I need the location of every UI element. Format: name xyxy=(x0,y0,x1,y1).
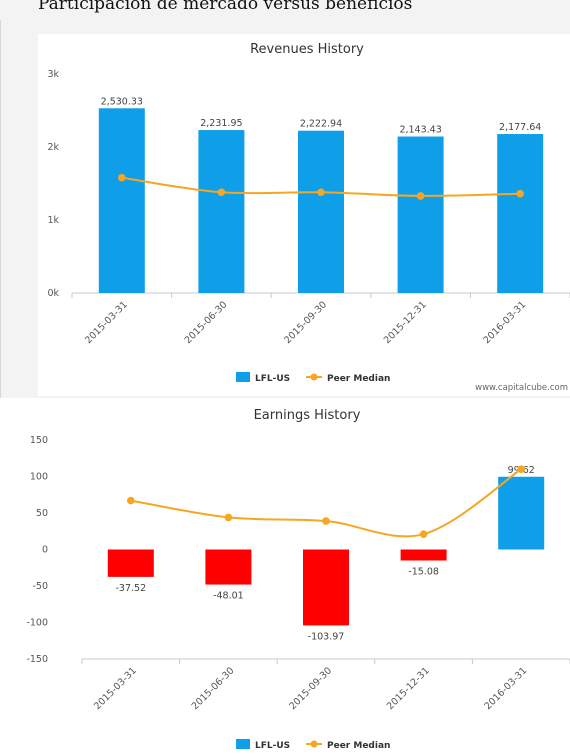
x-category-label: 2015-09-30 xyxy=(287,665,334,712)
legend-swatch-point xyxy=(310,373,318,381)
bar xyxy=(303,549,349,626)
peer-median-point xyxy=(517,465,525,473)
bar xyxy=(198,130,245,293)
peer-median-point xyxy=(317,188,325,197)
page-divider xyxy=(0,20,1,400)
chart-title: Earnings History xyxy=(254,408,361,423)
earnings-chart: Earnings History -150 -100 -50 0 50 100 150 -37.… xyxy=(26,408,570,751)
x-category-label: 2016-03-31 xyxy=(481,299,528,346)
x-category-label: 2015-12-31 xyxy=(382,299,429,346)
y-tick-label: -100 xyxy=(26,618,48,629)
peer-median-point xyxy=(217,188,226,197)
data-label: 2,143.43 xyxy=(399,125,441,136)
x-category-label: 2016-03-31 xyxy=(482,665,529,712)
y-tick-label: 2k xyxy=(47,142,59,153)
legend-label: LFL-US xyxy=(255,374,290,384)
earnings-chart-panel: Earnings History -150 -100 -50 0 50 100 150 -37.… xyxy=(0,398,570,754)
x-category-label: 2015-09-30 xyxy=(282,299,329,346)
y-tick-label: 1k xyxy=(47,215,59,226)
peer-median-point xyxy=(118,173,126,182)
bar xyxy=(205,549,252,585)
legend-label: Peer Median xyxy=(327,741,390,751)
legend-label: LFL-US xyxy=(255,741,290,751)
revenues-chart: Revenues History 0k 1k 2k 3k 2,530.33 2,231.95… xyxy=(47,42,570,393)
data-label: 2,530.33 xyxy=(101,96,143,107)
x-category-label: 2015-06-30 xyxy=(190,665,237,712)
x-category-label: 2015-03-31 xyxy=(92,665,139,712)
legend-swatch-point xyxy=(310,740,318,748)
data-label: -37.52 xyxy=(115,583,146,594)
data-label: -103.97 xyxy=(308,631,345,642)
data-label: 2,177.64 xyxy=(499,122,541,133)
data-label: -48.01 xyxy=(213,591,244,602)
credit-text: www.capitalcube.com xyxy=(475,383,568,393)
y-tick-label: 0 xyxy=(42,545,48,556)
data-label: 2,222.94 xyxy=(300,119,342,130)
y-tick-label: 3k xyxy=(47,69,59,80)
x-category-label: 2015-12-31 xyxy=(385,665,432,712)
y-tick-label: 0k xyxy=(47,288,59,299)
revenues-chart-panel: Revenues History 0k 1k 2k 3k 2,530.33 2,231.95… xyxy=(38,34,570,396)
peer-median-point xyxy=(416,192,425,200)
x-category-label: 2015-06-30 xyxy=(183,299,230,346)
bar xyxy=(298,130,344,293)
peer-median-point xyxy=(224,513,233,522)
bar xyxy=(400,549,447,561)
peer-median-point xyxy=(419,530,428,538)
peer-median-point xyxy=(516,189,524,198)
legend-swatch-bar xyxy=(236,372,250,382)
peer-median-line xyxy=(130,468,522,538)
data-label: -15.08 xyxy=(408,567,439,578)
legend-swatch-bar xyxy=(236,739,250,749)
y-tick-label: -50 xyxy=(32,581,48,592)
legend-label: Peer Median xyxy=(327,374,390,384)
peer-median-point xyxy=(127,496,135,505)
data-label: 2,231.95 xyxy=(200,118,242,129)
bar xyxy=(98,108,145,293)
x-category-label: 2015-03-31 xyxy=(83,299,130,346)
chart-title: Revenues History xyxy=(250,42,364,57)
y-tick-label: 50 xyxy=(36,508,48,519)
bar xyxy=(107,549,154,577)
y-tick-label: 100 xyxy=(30,472,48,483)
page-title: Participación de mercado versus benefici… xyxy=(38,0,413,14)
y-tick-label: -150 xyxy=(26,654,48,665)
bar xyxy=(497,134,544,293)
bar xyxy=(397,136,444,293)
y-tick-label: 150 xyxy=(30,435,48,446)
bar xyxy=(498,476,545,550)
peer-median-point xyxy=(322,517,330,525)
